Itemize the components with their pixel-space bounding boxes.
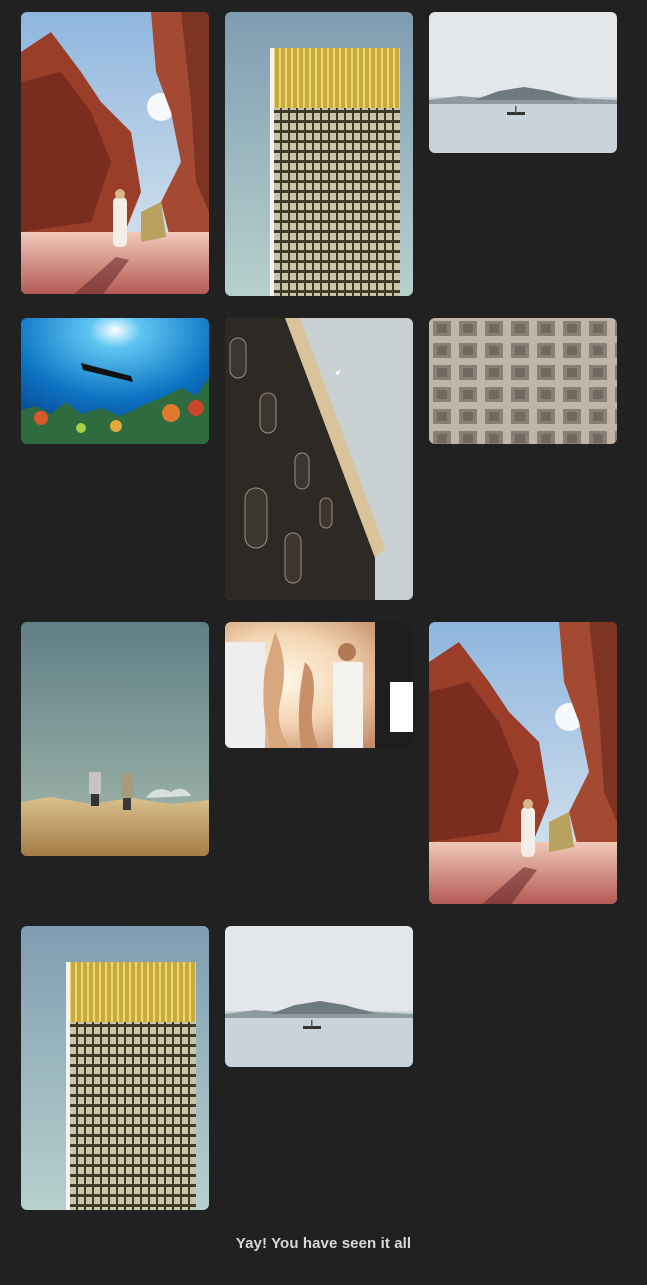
photo-pantheon-dome[interactable] — [429, 318, 617, 444]
photo-scuba-diver[interactable] — [21, 318, 209, 444]
photo-desert-canyon[interactable] — [429, 622, 617, 904]
photo-hikers-rocks[interactable] — [21, 622, 209, 856]
photo-gold-skyscraper[interactable] — [225, 12, 413, 296]
photo-lake-island[interactable] — [429, 12, 617, 153]
photo-gold-skyscraper[interactable] — [21, 926, 209, 1210]
photo-beach-party[interactable] — [225, 622, 413, 748]
photo-ornate-facade[interactable] — [225, 318, 413, 600]
end-of-feed-message: Yay! You have seen it all — [235, 1235, 412, 1252]
photo-desert-canyon[interactable] — [21, 12, 209, 294]
photo-lake-island[interactable] — [225, 926, 413, 1067]
